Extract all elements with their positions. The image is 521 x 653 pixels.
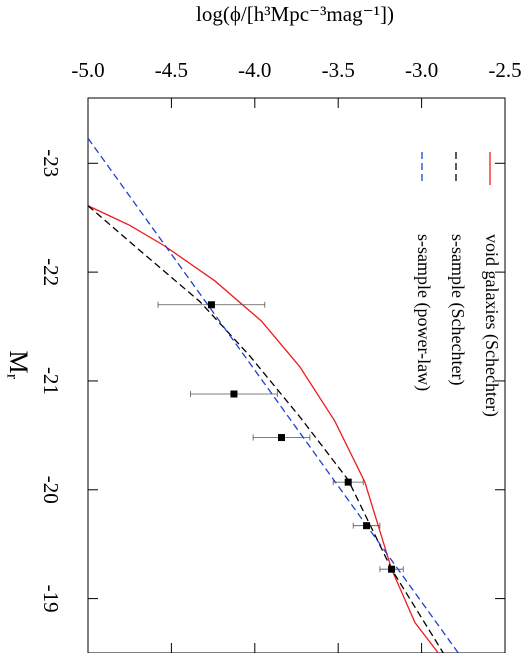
point: [363, 522, 371, 530]
y-tick-label: -3.0: [405, 58, 438, 82]
curve: [87, 205, 444, 653]
x-axis-label: Mᵣ: [4, 350, 33, 379]
y-tick-label: -4.5: [155, 58, 188, 82]
curve: [87, 205, 439, 653]
point: [277, 434, 285, 442]
x-tick-label: -19: [39, 585, 63, 613]
y-axis-label: log(ϕ/[h³Mpc⁻³mag⁻¹]): [196, 2, 394, 26]
legend-label: s-sample (Schechter): [447, 234, 468, 385]
x-tick-label: -23: [39, 149, 63, 177]
y-tick-label: -4.0: [238, 58, 271, 82]
legend-label: void galaxies (Schechter): [481, 234, 502, 417]
point: [230, 390, 238, 398]
plot-frame: [87, 97, 506, 653]
y-tick-label: -3.5: [322, 58, 355, 82]
curve: [87, 137, 459, 653]
x-tick-label: -21: [39, 367, 63, 395]
legend-label: s-sample (power-law): [413, 234, 434, 391]
y-tick-label: -2.5: [488, 58, 521, 82]
y-tick-label: -5.0: [71, 58, 104, 82]
x-tick-label: -20: [39, 476, 63, 504]
point: [344, 478, 352, 486]
x-tick-label: -22: [39, 258, 63, 286]
point: [207, 301, 215, 309]
point: [388, 565, 396, 573]
rotated-plot: log(ϕ/[h³Mpc⁻³mag⁻¹]) Mᵣ -5.0 -4.5 -4.0 -3.…: [4, 2, 521, 653]
